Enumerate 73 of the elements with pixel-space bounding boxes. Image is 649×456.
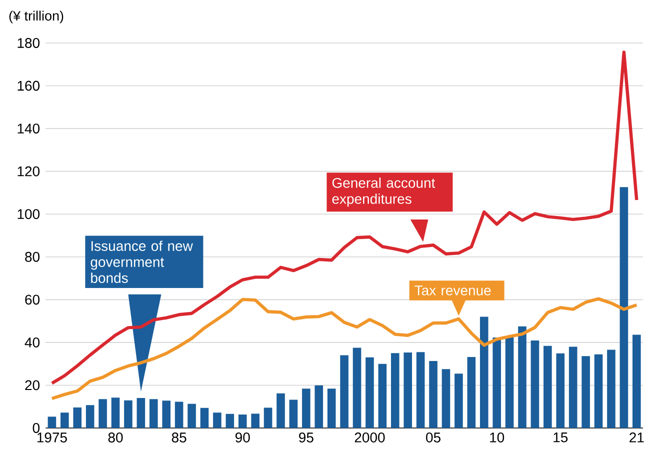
y-tick-label: 120 bbox=[18, 166, 40, 176]
x-tick-label: 95 bbox=[299, 432, 314, 442]
bar bbox=[48, 416, 56, 428]
bar bbox=[98, 399, 107, 428]
text: Issuance of new government bonds bbox=[90, 240, 193, 283]
bar bbox=[314, 385, 324, 428]
bar bbox=[442, 369, 450, 428]
bar bbox=[544, 346, 552, 428]
y-tick-label: 40 bbox=[24, 337, 40, 348]
line-series bbox=[50, 297, 638, 400]
bar bbox=[632, 334, 641, 428]
bar bbox=[302, 388, 310, 428]
bar bbox=[111, 398, 120, 428]
x-tick-label: 2000 bbox=[354, 432, 385, 442]
bar bbox=[238, 414, 247, 428]
bar bbox=[136, 398, 146, 428]
bar bbox=[162, 400, 171, 428]
bar bbox=[352, 348, 362, 428]
bar bbox=[518, 326, 526, 428]
bar bbox=[149, 399, 158, 428]
bar bbox=[60, 412, 69, 428]
x-tick-label: 21 bbox=[630, 432, 644, 442]
bar bbox=[73, 407, 82, 428]
x-tick-label: 80 bbox=[108, 432, 123, 442]
bar bbox=[188, 404, 196, 428]
y-tick-label: 0 bbox=[32, 423, 40, 433]
x-tick-label: 90 bbox=[235, 432, 250, 442]
bar bbox=[480, 316, 488, 428]
x-tick-label: 85 bbox=[172, 432, 186, 442]
bar bbox=[251, 414, 260, 428]
bar bbox=[429, 361, 438, 428]
line-series bbox=[50, 50, 638, 385]
y-tick-label: 60 bbox=[25, 294, 40, 305]
bar bbox=[390, 353, 400, 428]
bar bbox=[174, 402, 184, 428]
bar bbox=[378, 364, 387, 428]
bar bbox=[340, 355, 348, 428]
bar bbox=[454, 374, 463, 428]
bar bbox=[366, 357, 374, 428]
bar bbox=[264, 408, 272, 428]
bar bbox=[289, 400, 298, 428]
y-tick-label: 100 bbox=[18, 209, 40, 220]
bar bbox=[213, 412, 222, 428]
bar bbox=[327, 388, 336, 428]
x-tick-label: 05 bbox=[426, 432, 440, 442]
bar bbox=[556, 353, 565, 428]
bar bbox=[505, 336, 514, 428]
x-tick-label: 1975 bbox=[37, 432, 67, 442]
bar bbox=[276, 393, 285, 428]
bar bbox=[200, 408, 209, 428]
text: General account expenditures bbox=[332, 178, 436, 207]
y-tick-label: 20 bbox=[25, 380, 40, 390]
bar bbox=[530, 340, 540, 428]
y-tick-label: 180 bbox=[18, 38, 40, 48]
x-tick-label: 10 bbox=[490, 432, 504, 442]
bar bbox=[492, 338, 501, 428]
bar bbox=[124, 400, 132, 428]
bar bbox=[582, 356, 590, 428]
text: Tax revenue bbox=[414, 286, 491, 296]
y-axis-title: (¥ trillion) bbox=[9, 10, 64, 24]
y-tick-label: 140 bbox=[18, 124, 40, 134]
bar bbox=[594, 354, 603, 428]
bar bbox=[226, 414, 234, 428]
y-tick-label: 160 bbox=[18, 80, 40, 91]
bar bbox=[404, 352, 412, 428]
y-tick-label: 80 bbox=[25, 252, 40, 262]
bar bbox=[416, 352, 425, 428]
bar bbox=[607, 350, 616, 428]
bar bbox=[620, 187, 628, 428]
bar bbox=[467, 356, 476, 428]
bar bbox=[568, 346, 578, 428]
bar bbox=[86, 405, 94, 428]
x-tick-label: 15 bbox=[554, 432, 568, 442]
